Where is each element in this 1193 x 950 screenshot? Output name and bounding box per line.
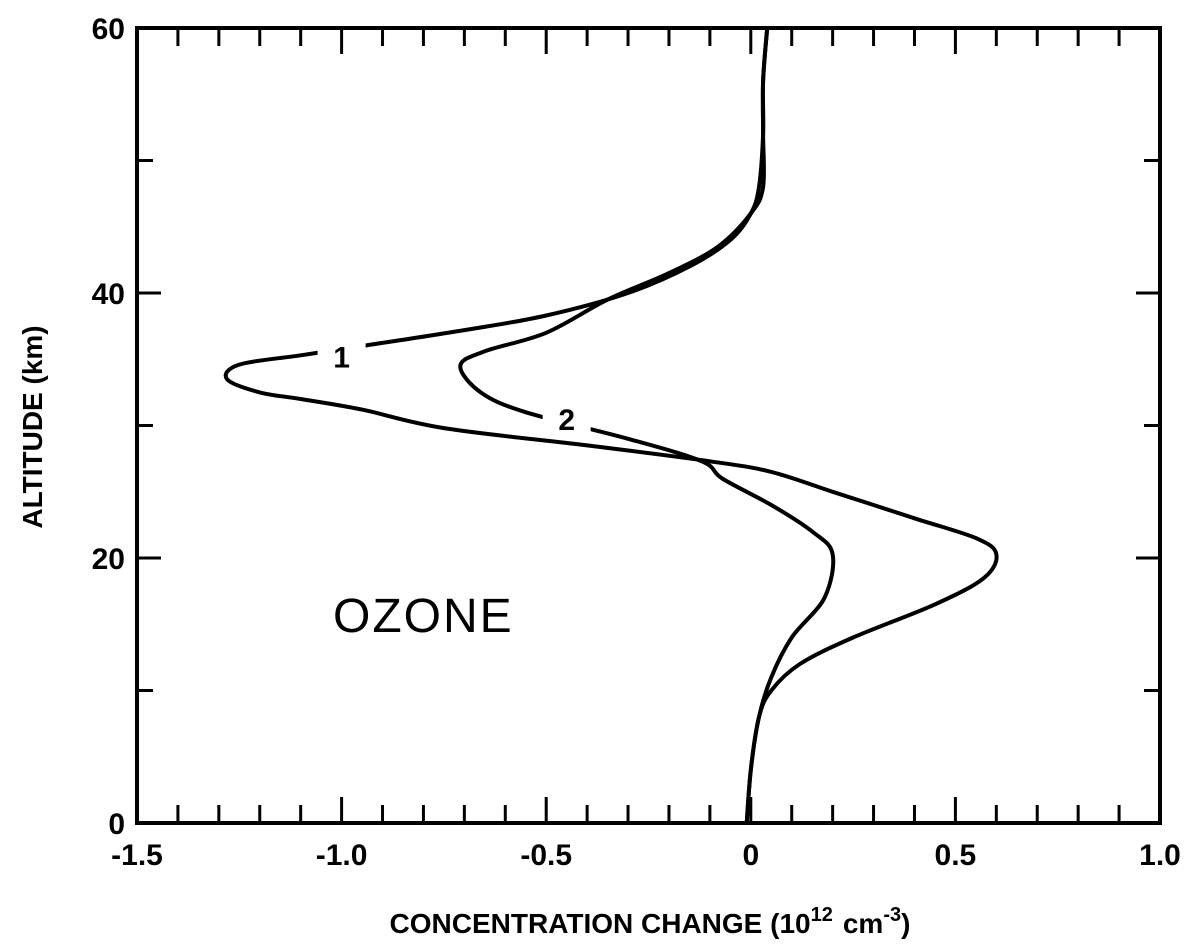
- y-tick-label: 20: [92, 543, 125, 576]
- y-tick-label: 0: [108, 808, 125, 841]
- y-tick-labels: 0 20 40 60: [92, 13, 125, 841]
- x-axis-title-close: ): [901, 908, 910, 939]
- x-axis-title: CONCENTRATION CHANGE (1012 cm-3): [390, 904, 911, 939]
- x-tick-label: -1.0: [316, 839, 368, 872]
- x-tick-label: 0: [742, 839, 759, 872]
- x-tick-label: -1.5: [111, 839, 163, 872]
- y-tick-label: 40: [92, 278, 125, 311]
- x-tick-label: 0.5: [935, 839, 977, 872]
- plot-frame: [135, 26, 1162, 825]
- series-label-group: 12: [333, 342, 575, 437]
- ozone-annotation: OZONE: [333, 590, 514, 643]
- x-axis-title-exponent: 12: [811, 904, 833, 926]
- series-2-line: [458, 26, 836, 825]
- y-tick-label: 60: [92, 13, 125, 46]
- series-2-label: 2: [558, 404, 575, 437]
- x-tick-label: 1.0: [1139, 839, 1181, 872]
- series-1-label: 1: [333, 342, 350, 375]
- x-axis-title-unit: cm: [843, 908, 883, 939]
- x-tick-label: -0.5: [520, 839, 572, 872]
- axis-ticks: [135, 26, 1162, 825]
- x-tick-labels: -1.5 -1.0 -0.5 0 0.5 1.0: [111, 839, 1181, 872]
- x-axis-title-main: CONCENTRATION CHANGE (10: [390, 908, 811, 939]
- x-axis-title-unit-exponent: -3: [883, 904, 901, 926]
- series-1-line: [223, 26, 999, 825]
- y-axis-title: ALTITUDE (km): [17, 325, 48, 528]
- series-group: [223, 26, 999, 825]
